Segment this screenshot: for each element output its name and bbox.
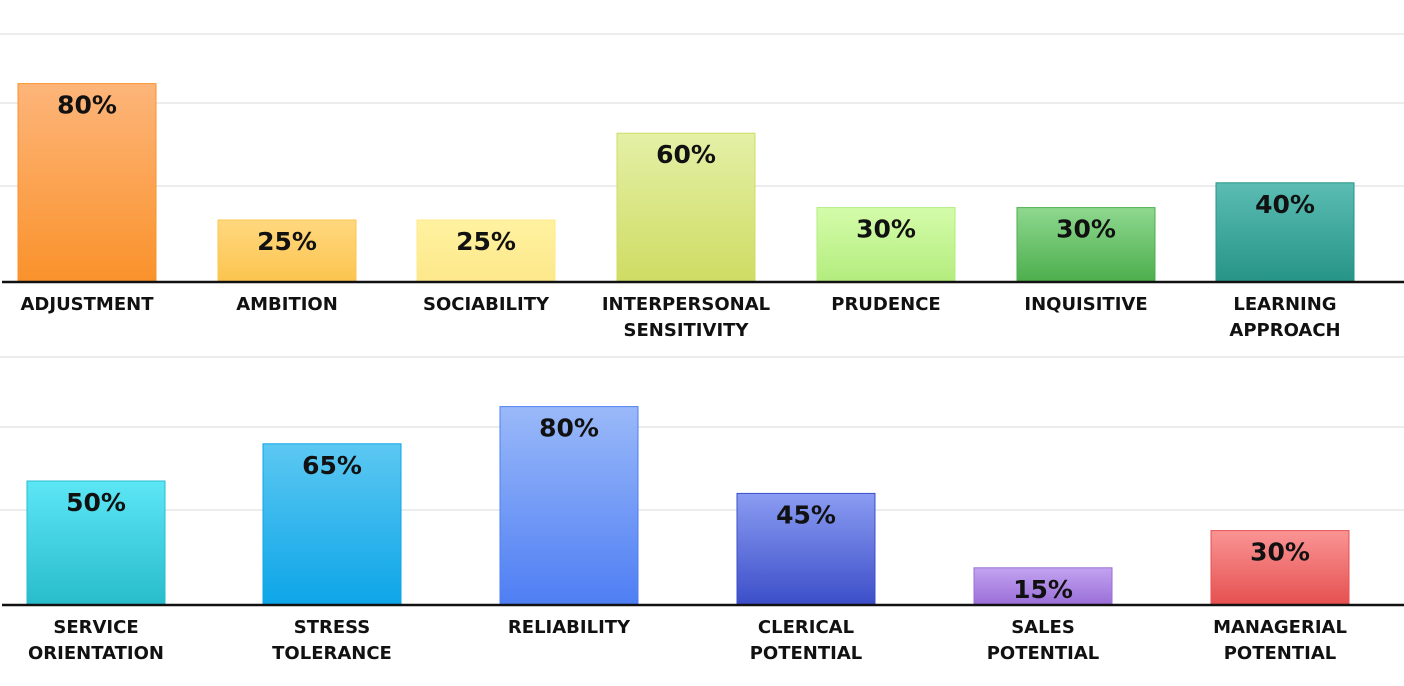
bar [499, 406, 639, 606]
bar [217, 219, 357, 283]
bar-value-label: 80% [57, 91, 117, 120]
bar [616, 132, 756, 283]
bar-value-label: 25% [456, 227, 516, 256]
category-label: SENSITIVITY [624, 320, 750, 341]
chart-top: 80% ADJUSTMENT 25% AMBITION 25% SOCIABILITY 60… [0, 33, 1404, 341]
bar-value-label: 60% [656, 140, 716, 169]
bar-value-label: 25% [257, 227, 317, 256]
bar [1215, 182, 1355, 283]
category-label: AMBITION [236, 294, 338, 315]
category-label: APPROACH [1229, 320, 1340, 341]
bar [26, 480, 166, 606]
bar-value-label: 50% [66, 488, 126, 517]
bar [973, 567, 1113, 606]
bar-value-label: 40% [1255, 190, 1315, 219]
category-label: SERVICE [53, 617, 138, 638]
bar [17, 83, 157, 283]
category-label: POTENTIAL [1224, 643, 1337, 664]
bar-value-label: 30% [856, 215, 916, 244]
bar-value-label: 80% [539, 414, 599, 443]
chart-bottom: 50% SERVICE ORIENTATION 65% STRESS TOLERANCE 8… [0, 356, 1404, 664]
category-label: STRESS [294, 617, 371, 638]
category-label: SALES [1011, 617, 1075, 638]
bar [736, 492, 876, 606]
category-label: PRUDENCE [831, 294, 940, 315]
bar [1210, 530, 1350, 606]
bar-value-label: 15% [1013, 575, 1073, 604]
bar-value-label: 30% [1250, 538, 1310, 567]
bar [262, 443, 402, 606]
category-label: LEARNING [1233, 294, 1336, 315]
category-label: POTENTIAL [750, 643, 863, 664]
category-label: INQUISITIVE [1024, 294, 1147, 315]
bar [416, 219, 556, 283]
category-label: POTENTIAL [987, 643, 1100, 664]
category-label: CLERICAL [758, 617, 854, 638]
bar-value-label: 45% [776, 500, 836, 529]
bar-value-label: 65% [302, 451, 362, 480]
category-label: RELIABILITY [508, 617, 631, 638]
category-label: ADJUSTMENT [21, 294, 155, 315]
category-label: SOCIABILITY [423, 294, 550, 315]
category-label: TOLERANCE [272, 643, 392, 664]
category-label: MANAGERIAL [1213, 617, 1347, 638]
bar-value-label: 30% [1056, 215, 1116, 244]
category-label: ORIENTATION [28, 643, 164, 664]
category-label: INTERPERSONAL [602, 294, 770, 315]
